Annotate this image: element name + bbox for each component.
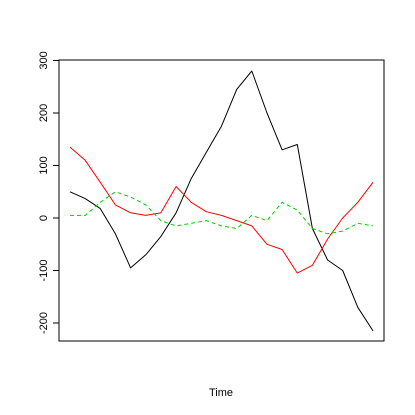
y-tick-label: 100 xyxy=(38,156,50,174)
y-tick-label: 200 xyxy=(38,104,50,122)
series-line-2 xyxy=(69,146,374,274)
y-axis: 300 200 100 0 -100 -200 xyxy=(38,51,59,334)
y-tick-label: -100 xyxy=(38,259,50,281)
series-line-3 xyxy=(70,191,374,235)
series-layer xyxy=(69,70,374,332)
y-tick-label: -200 xyxy=(38,312,50,334)
series-line-1 xyxy=(69,70,374,332)
y-tick-label: 0 xyxy=(38,215,50,221)
x-axis-title: Time xyxy=(209,387,233,399)
plot-area-frame xyxy=(58,59,385,342)
y-tick-label: 300 xyxy=(38,51,50,69)
